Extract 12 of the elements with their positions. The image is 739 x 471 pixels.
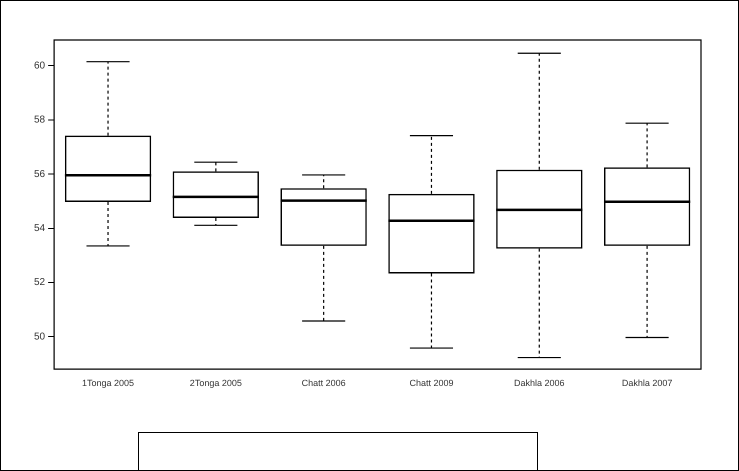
x-tick-label: Dakhla 2007	[622, 378, 672, 388]
y-tick-label: 54	[34, 223, 46, 234]
y-tick-label: 52	[34, 277, 46, 288]
x-tick-label: 2Tonga 2005	[190, 378, 242, 388]
y-tick-label: 50	[34, 331, 46, 342]
x-tick-label: 1Tonga 2005	[82, 378, 134, 388]
y-tick-label: 58	[34, 114, 46, 126]
x-tick-label: Dakhla 2006	[514, 378, 565, 388]
y-tick-label: 60	[34, 60, 46, 72]
x-tick-label: Chatt 2006	[302, 378, 346, 388]
x-tick-label: Chatt 2009	[409, 378, 454, 388]
y-tick-label: 56	[34, 168, 46, 180]
